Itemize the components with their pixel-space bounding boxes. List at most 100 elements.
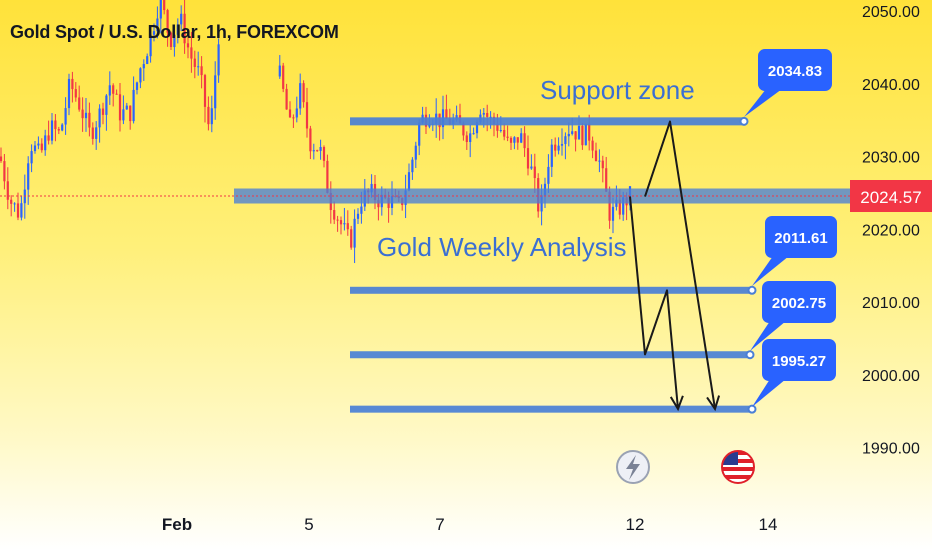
candle-body	[146, 56, 149, 65]
candle-body	[554, 144, 557, 151]
support-zone-label: Support zone	[540, 75, 695, 105]
candle-body	[336, 219, 339, 221]
us-flag-icon[interactable]	[721, 450, 755, 484]
candle-body	[122, 109, 125, 121]
level-line-target-1[interactable]	[350, 286, 752, 294]
candle-body	[350, 229, 353, 248]
candle-body	[278, 65, 281, 77]
candle-body	[333, 210, 336, 220]
price-tick-label: 2000.00	[862, 368, 920, 385]
level-line-target-3[interactable]	[350, 405, 752, 413]
candle-body	[91, 127, 94, 139]
candle-body	[139, 68, 142, 83]
callout-value-label: 2011.61	[774, 230, 827, 247]
candle-body	[520, 133, 523, 143]
candle-body	[584, 123, 587, 146]
candle-body	[54, 120, 57, 130]
current-price-label: 2024.57	[860, 188, 921, 207]
level-line-support-zone[interactable]	[350, 117, 744, 126]
candle-body	[299, 83, 302, 109]
candle-body	[305, 102, 309, 129]
candle-body	[482, 113, 485, 115]
candle-body	[135, 82, 139, 90]
candle-body	[445, 109, 448, 119]
level-handle[interactable]	[747, 404, 757, 414]
candle-body	[622, 197, 625, 215]
candle-body	[288, 109, 292, 118]
lightning-icon[interactable]	[616, 450, 650, 484]
callout-target-3[interactable]: 1995.27	[752, 339, 836, 407]
candle-body	[64, 108, 67, 125]
candle-body	[142, 64, 145, 69]
candle-body	[152, 31, 156, 35]
price-tick-label: 2050.00	[862, 4, 920, 21]
callout-target-2[interactable]: 2002.75	[750, 281, 836, 351]
candle-body	[526, 148, 530, 169]
candle-body	[316, 150, 319, 152]
candle-body	[346, 223, 349, 230]
candle-body	[84, 112, 88, 119]
candle-body	[108, 85, 111, 96]
candle-body	[465, 135, 468, 143]
candle-body	[560, 144, 564, 146]
candle-body	[618, 199, 621, 215]
candle-body	[125, 105, 128, 110]
candle-body	[516, 137, 519, 143]
candle-body	[523, 133, 526, 149]
candle-body	[309, 128, 312, 152]
candle-body	[132, 89, 135, 122]
candle-body	[292, 117, 295, 119]
level-handle[interactable]	[739, 116, 749, 126]
candle-body	[353, 218, 356, 248]
projection-arrows	[629, 120, 721, 412]
time-axis[interactable]: Feb 5 7 12 14	[162, 515, 778, 534]
level-handle[interactable]	[745, 350, 755, 360]
callout-value-label: 2034.83	[768, 63, 822, 80]
candle-body	[472, 133, 475, 135]
candle-body	[581, 125, 584, 146]
candle-body	[6, 181, 9, 200]
candle-body	[176, 24, 179, 35]
candle-body	[166, 10, 169, 33]
candle-body	[489, 116, 492, 118]
callout-box	[762, 281, 836, 323]
callout-target-1[interactable]: 2011.61	[752, 216, 837, 286]
candle-body	[377, 200, 380, 208]
callout-support-zone[interactable]: 2034.83	[744, 49, 832, 117]
candle-body	[370, 183, 373, 193]
candle-body	[214, 75, 217, 109]
time-tick-label: Feb	[162, 515, 192, 534]
level-line-target-2[interactable]	[350, 351, 750, 359]
candle-body	[418, 122, 421, 146]
price-axis[interactable]: 2050.00 2040.00 2030.00 2020.00 2010.00 2000.…	[856, 0, 932, 505]
projection-path	[629, 196, 679, 410]
candle-body	[183, 13, 186, 44]
candle-body	[115, 93, 118, 95]
callout-box	[758, 49, 832, 91]
candle-body	[186, 43, 190, 48]
candle-body	[319, 147, 322, 151]
current-price-bg	[850, 180, 932, 213]
candle-body	[594, 150, 598, 162]
candle-body	[95, 127, 98, 139]
candle-body	[285, 88, 288, 110]
candle-body	[496, 123, 499, 131]
candle-body	[78, 97, 81, 110]
candle-body	[506, 136, 509, 138]
candle-body	[217, 44, 220, 76]
candle-body	[567, 133, 570, 137]
candle-body	[295, 108, 298, 118]
candle-body	[557, 145, 560, 151]
time-tick-label: 5	[304, 515, 313, 534]
candle-body	[486, 113, 489, 117]
candle-body	[302, 83, 305, 103]
candle-body	[40, 143, 43, 151]
candle-body	[173, 34, 176, 48]
candle-body	[360, 206, 363, 214]
level-handle[interactable]	[747, 285, 757, 295]
candle-body	[547, 166, 550, 184]
price-tick-label: 2040.00	[862, 77, 920, 94]
projection-path	[644, 120, 716, 410]
candle-body	[180, 13, 183, 25]
